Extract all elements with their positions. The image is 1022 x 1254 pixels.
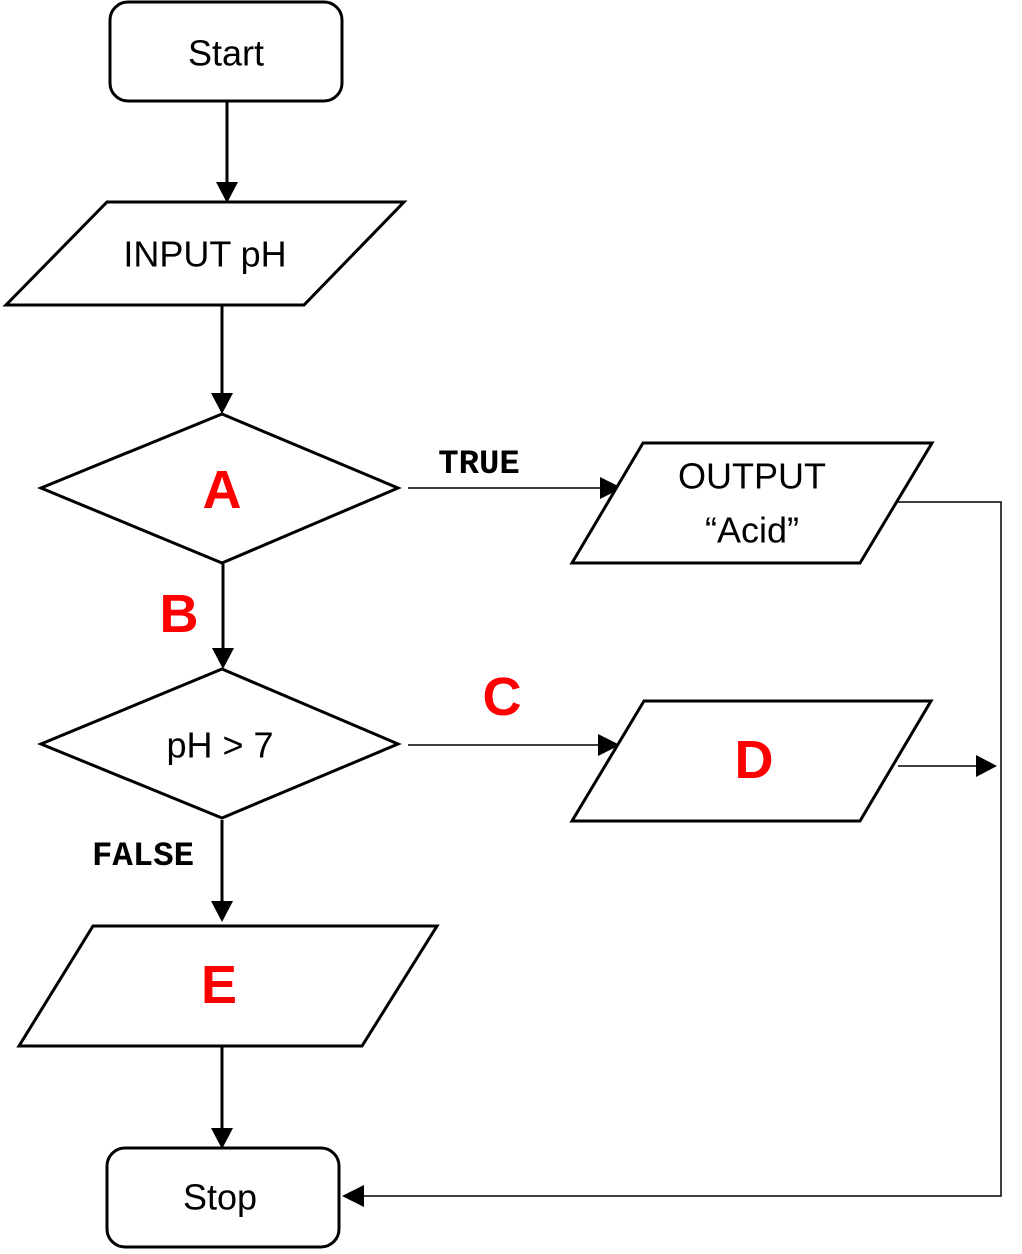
arrowhead-into-stop	[342, 1185, 364, 1207]
decision-ph-node: pH > 7	[37, 667, 402, 820]
arrowhead-e-to-stop	[211, 1128, 233, 1149]
output-acid-label-line2: “Acid”	[705, 510, 799, 551]
false-label: FALSE	[92, 838, 194, 876]
decision-a-diamond-shape	[37, 412, 402, 565]
arrowhead-a-to-ph	[212, 648, 234, 669]
decision-ph-diamond-shape	[37, 667, 402, 820]
output-e-letter: E	[201, 955, 237, 1015]
input-node: INPUT pH	[2, 200, 408, 307]
edge-labels: TRUE FALSE B C	[92, 446, 522, 876]
output-acid-label-line1: OUTPUT	[678, 456, 826, 497]
stop-node: Stop	[105, 1146, 341, 1249]
decision-ph-label: pH > 7	[166, 725, 273, 766]
output-acid-parallelogram-shape	[569, 441, 935, 565]
arrowhead-start-to-input	[216, 182, 238, 203]
output-acid-node: OUTPUT “Acid”	[569, 441, 935, 565]
c-label: C	[483, 667, 522, 727]
output-d-letter: D	[735, 730, 774, 790]
arrowhead-d-to-rail	[976, 755, 997, 777]
start-label: Start	[188, 33, 264, 74]
arrowhead-input-to-a	[211, 393, 233, 414]
decision-a-letter: A	[203, 460, 242, 520]
arrowhead-ph-to-e	[211, 901, 233, 922]
b-label: B	[160, 584, 199, 644]
connector-acid-to-stop	[362, 501, 1002, 1197]
stop-terminator-shape	[105, 1146, 341, 1249]
arrowhead-ph-to-d	[598, 734, 620, 756]
output-d-parallelogram-shape	[569, 699, 934, 823]
input-label: INPUT pH	[123, 234, 286, 275]
arrowhead-a-to-acid	[600, 477, 622, 499]
input-parallelogram-shape	[2, 200, 408, 307]
start-node: Start	[108, 0, 344, 103]
output-e-node: E	[16, 924, 440, 1048]
stop-label: Stop	[183, 1177, 257, 1218]
start-terminator-shape	[108, 0, 344, 103]
output-e-parallelogram-shape	[16, 924, 440, 1048]
connectors	[211, 102, 1002, 1207]
output-d-node: D	[569, 699, 934, 823]
true-label: TRUE	[438, 446, 520, 484]
decision-a-node: A	[37, 412, 402, 565]
